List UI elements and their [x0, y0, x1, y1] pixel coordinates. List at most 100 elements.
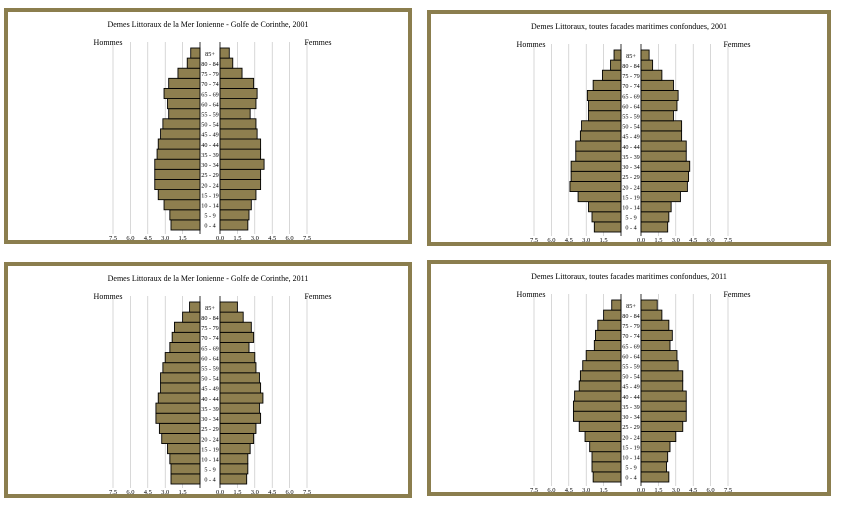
bar-femmes	[640, 120, 683, 132]
bar-hommes	[155, 402, 201, 414]
age-group-label: 40 - 44	[201, 142, 219, 149]
age-group-label: 45 - 49	[622, 384, 640, 391]
x-tick-label: 4.5	[144, 489, 152, 494]
chart-title: Demes Littoraux de la Mer Ionienne - Gol…	[108, 274, 309, 283]
age-group-label: 10 - 14	[201, 202, 219, 209]
bar-hommes	[163, 87, 201, 100]
age-group-label: 30 - 34	[201, 162, 219, 169]
age-group-label: 20 - 24	[201, 182, 219, 189]
bar-femmes	[640, 201, 672, 213]
bar-femmes	[219, 432, 255, 445]
x-tick-label: 3.0	[251, 235, 259, 240]
age-group-label: 50 - 54	[622, 374, 640, 381]
bar-hommes	[574, 390, 622, 402]
bar-hommes	[588, 110, 622, 122]
pyramid-panel-ionian-2011: Demes Littoraux de la Mer Ionienne - Gol…	[4, 262, 412, 498]
bar-hommes	[578, 420, 622, 432]
x-tick-label: 6.0	[547, 237, 555, 242]
bar-femmes	[219, 301, 238, 313]
bar-femmes	[219, 453, 249, 465]
x-tick-label: 7.5	[109, 235, 117, 240]
age-group-label: 35 - 39	[201, 152, 219, 159]
pyramid-panel-all-2011: Demes Littoraux, toutes facades maritime…	[427, 260, 831, 496]
age-group-label: 75 - 79	[622, 323, 640, 330]
bar-hommes	[169, 209, 201, 221]
x-tick-label: 1.5	[233, 235, 241, 240]
bar-hommes	[592, 471, 622, 483]
bar-femmes	[640, 59, 654, 71]
right-label-femmes: Femmes	[304, 292, 331, 301]
age-group-label: 50 - 54	[201, 122, 219, 129]
bar-femmes	[640, 410, 687, 422]
age-group-label: 25 - 29	[201, 172, 219, 179]
age-group-label: 45 - 49	[201, 386, 219, 393]
age-group-label: 45 - 49	[622, 134, 640, 141]
age-group-label: 15 - 19	[201, 192, 219, 199]
age-group-label: 5 - 9	[204, 467, 215, 474]
age-group-label: 70 - 74	[622, 83, 640, 90]
bar-hommes	[170, 473, 201, 485]
bar-hommes	[575, 150, 622, 162]
bar-hommes	[569, 180, 622, 193]
age-group-label: 65 - 69	[622, 93, 640, 100]
age-group-label: 15 - 19	[622, 444, 640, 451]
age-group-label: 55 - 59	[622, 363, 640, 370]
x-tick-label: 6.0	[286, 235, 294, 240]
age-group-label: 10 - 14	[622, 204, 640, 211]
bar-hommes	[161, 432, 201, 445]
age-group-label: 75 - 79	[201, 71, 219, 78]
bar-femmes	[219, 178, 262, 191]
age-group-label: 5 - 9	[625, 465, 636, 472]
bar-hommes	[189, 301, 201, 313]
age-group-label: 65 - 69	[201, 91, 219, 98]
pyramid-chart-all-2011: Demes Littoraux, toutes facades maritime…	[517, 272, 751, 492]
bar-femmes	[640, 319, 670, 331]
bar-hommes	[154, 178, 201, 191]
bar-hommes	[170, 219, 201, 231]
bar-femmes	[640, 360, 679, 372]
bar-hommes	[581, 120, 622, 132]
age-group-label: 0 - 4	[625, 225, 636, 232]
bar-femmes	[640, 110, 674, 122]
bar-femmes	[640, 49, 650, 61]
age-group-label: 25 - 29	[201, 426, 219, 433]
bar-femmes	[640, 441, 671, 453]
bar-hommes	[591, 461, 622, 473]
age-group-label: 70 - 74	[201, 335, 219, 342]
bar-femmes	[219, 209, 250, 221]
x-tick-label: 4.5	[565, 237, 573, 242]
age-group-label: 30 - 34	[622, 164, 640, 171]
bar-femmes	[219, 189, 257, 201]
x-tick-label: 3.0	[251, 489, 259, 494]
x-tick-label: 1.5	[654, 237, 662, 242]
x-tick-label: 7.5	[530, 487, 538, 492]
x-tick-label: 7.5	[303, 489, 311, 494]
bar-hommes	[158, 422, 201, 434]
bar-hommes	[610, 59, 622, 71]
age-group-label: 85+	[205, 51, 215, 58]
bar-femmes	[219, 168, 262, 180]
age-group-label: 80 - 84	[622, 63, 640, 70]
pyramid-panel-ionian-2001: Demes Littoraux de la Mer Ionienne - Gol…	[4, 8, 412, 244]
bar-hommes	[154, 168, 201, 180]
bar-hommes	[592, 79, 622, 91]
age-group-label: 0 - 4	[625, 475, 636, 482]
bar-hommes	[177, 67, 201, 79]
bar-hommes	[588, 201, 622, 213]
bar-femmes	[219, 47, 230, 59]
age-group-label: 75 - 79	[622, 73, 640, 80]
left-label-hommes: Hommes	[94, 292, 123, 301]
bar-hommes	[582, 360, 622, 372]
pyramid-panel-all-2001: Demes Littoraux, toutes facades maritime…	[427, 10, 831, 246]
x-tick-label: 1.5	[179, 235, 187, 240]
bar-hommes	[584, 430, 622, 443]
bar-femmes	[219, 148, 262, 160]
pyramid-chart-all-2001: Demes Littoraux, toutes facades maritime…	[517, 22, 751, 242]
bar-hommes	[156, 148, 201, 160]
bar-hommes	[591, 211, 622, 223]
bar-femmes	[640, 69, 663, 81]
x-tick-label: 3.0	[582, 487, 590, 492]
age-group-label: 0 - 4	[204, 223, 215, 230]
x-tick-label: 3.0	[582, 237, 590, 242]
age-group-label: 25 - 29	[622, 174, 640, 181]
